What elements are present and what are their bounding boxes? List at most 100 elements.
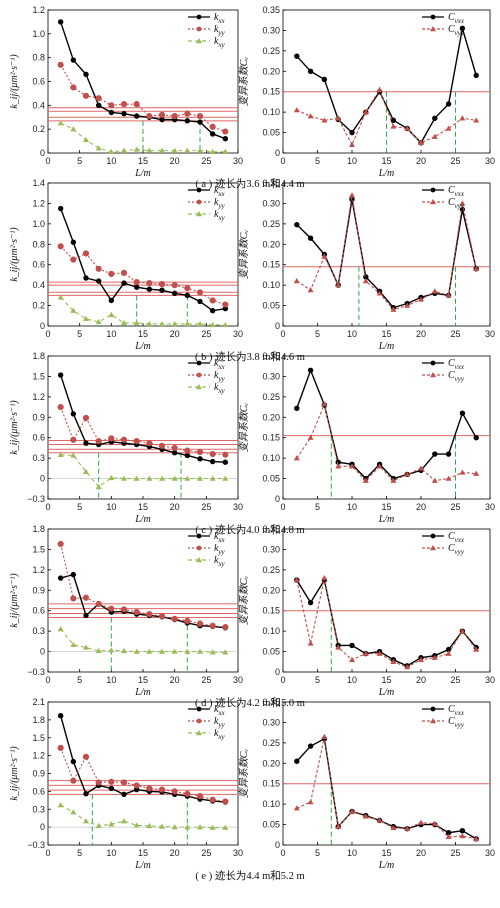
y-tick-label: 1.2 <box>32 198 45 208</box>
y-axis-label: 变异系数Cᵥ <box>238 57 250 107</box>
data-point-k_xy <box>95 822 102 829</box>
plot-frame <box>47 355 239 500</box>
data-point-k_xx <box>70 57 77 63</box>
data-point-k_xy <box>159 823 165 829</box>
legend-label-C_vxx: Cvxx <box>448 358 465 371</box>
y-tick-label: 0 <box>275 321 280 331</box>
data-point-k_yy <box>222 623 229 631</box>
y-tick-label: 0.9 <box>32 585 45 595</box>
data-point-k_xx <box>57 205 64 212</box>
y-tick-label: 0.8 <box>32 239 45 249</box>
data-point-C_vyy <box>307 640 314 646</box>
x-axis-label: L/m <box>378 514 395 525</box>
x-tick-label: 5 <box>77 675 82 685</box>
series-line-k_xy <box>60 297 226 326</box>
legend-label-C_vxx: Cvxx <box>448 531 465 544</box>
data-point-k_xy <box>146 648 153 654</box>
data-point-k_yy <box>171 615 178 622</box>
data-point-C_vyy <box>293 805 300 811</box>
x-tick-label: 30 <box>233 156 243 166</box>
data-point-k_yy <box>82 594 90 601</box>
chart-panel-b-k: 0 5 10 15 20 25 30 0 0.2 0.4 0.6 0.8 1.0 1.2 1.4 L/m k_i… <box>9 178 243 352</box>
data-point-k_yy <box>120 101 128 108</box>
y-tick-label: 0.05 <box>262 820 280 830</box>
data-point-k_xx <box>209 458 216 465</box>
legend-marker <box>196 533 202 539</box>
data-point-C_vxx <box>307 367 314 373</box>
data-point-k_xy <box>121 818 127 824</box>
legend-label-k_xx: kxx <box>214 531 226 544</box>
y-tick-label: 0 <box>275 840 280 850</box>
data-point-k_xy <box>197 648 203 654</box>
x-tick-label: 10 <box>106 502 116 512</box>
x-tick-label: 5 <box>315 675 320 685</box>
data-point-k_yy <box>222 798 229 805</box>
y-tick-label: 0.10 <box>262 107 280 117</box>
y-tick-label: 0 <box>40 321 45 331</box>
data-point-C_vyy <box>293 278 300 284</box>
x-tick-label: 20 <box>170 848 180 858</box>
legend-marker <box>196 187 202 193</box>
data-point-k_yy <box>108 102 115 109</box>
x-tick-label: 30 <box>485 675 495 685</box>
y-tick-label: 0.2 <box>32 124 45 134</box>
data-point-C_vyy <box>473 470 480 476</box>
data-point-k_xx <box>83 275 89 281</box>
data-point-k_yy <box>82 753 90 760</box>
data-point-k_xy <box>121 647 127 654</box>
data-point-C_vyy <box>335 282 342 288</box>
data-point-k_yy <box>158 613 166 620</box>
y-tick-label: 0.15 <box>262 260 280 270</box>
y-tick-label: 0.6 <box>32 433 45 443</box>
x-tick-label: 15 <box>381 675 391 685</box>
y-tick-label: 1.8 <box>32 351 45 361</box>
data-point-C_vyy <box>390 123 397 129</box>
y-tick-label: 0 <box>40 822 45 832</box>
panel-caption: ( b ) 迹长为3.8 m和4.6 m <box>195 350 305 363</box>
y-tick-label: 0.10 <box>262 799 280 809</box>
series-line-C_vyy <box>296 402 477 482</box>
y-tick-label: 0.35 <box>262 5 280 15</box>
x-tick-label: 15 <box>381 156 391 166</box>
data-point-k_xx <box>222 459 229 465</box>
x-tick-label: 10 <box>347 156 357 166</box>
y-tick-label: 1.0 <box>32 29 45 39</box>
data-point-C_vyy <box>307 434 314 440</box>
series-line-k_xx <box>60 573 226 629</box>
data-point-k_yy <box>184 447 191 454</box>
plot-frame <box>47 528 239 673</box>
legend-marker <box>196 384 202 390</box>
y-tick-label: 0.25 <box>262 738 280 748</box>
x-tick-label: 20 <box>416 848 426 858</box>
x-axis-label: L/m <box>134 687 151 698</box>
data-point-k_xx <box>70 411 77 417</box>
series-line-C_vxx <box>296 28 477 144</box>
data-point-k_xy <box>108 821 115 827</box>
data-point-k_yy <box>146 112 153 120</box>
data-point-k_yy <box>133 782 140 789</box>
data-point-k_yy <box>146 611 153 618</box>
data-point-k_yy <box>196 620 204 627</box>
y-axis-label: k_ij/(μm²·s⁻¹) <box>9 573 20 628</box>
data-point-k_xy <box>133 475 140 481</box>
data-point-k_yy <box>133 278 140 286</box>
x-tick-label: 30 <box>233 329 243 339</box>
legend-marker <box>196 372 202 378</box>
y-tick-label: 0.05 <box>262 128 280 138</box>
data-point-k_xx <box>121 110 127 117</box>
data-point-k_xy <box>184 320 191 327</box>
data-point-k_yy <box>70 256 77 263</box>
data-point-C_vyy <box>390 824 397 831</box>
y-tick-label: 1.2 <box>32 392 45 402</box>
y-tick-label: 0.4 <box>32 100 45 110</box>
x-tick-label: 0 <box>280 675 285 685</box>
legend-label-C_vxx: Cvxx <box>448 704 465 717</box>
data-point-k_yy <box>82 414 90 422</box>
data-point-k_xy <box>184 475 191 481</box>
data-point-k_xy <box>121 319 127 326</box>
data-point-C_vyy <box>418 296 424 302</box>
data-point-C_vyy <box>362 813 369 819</box>
data-point-k_xx <box>159 116 165 123</box>
y-tick-label: 0.15 <box>262 433 280 443</box>
data-point-k_yy <box>95 265 102 272</box>
